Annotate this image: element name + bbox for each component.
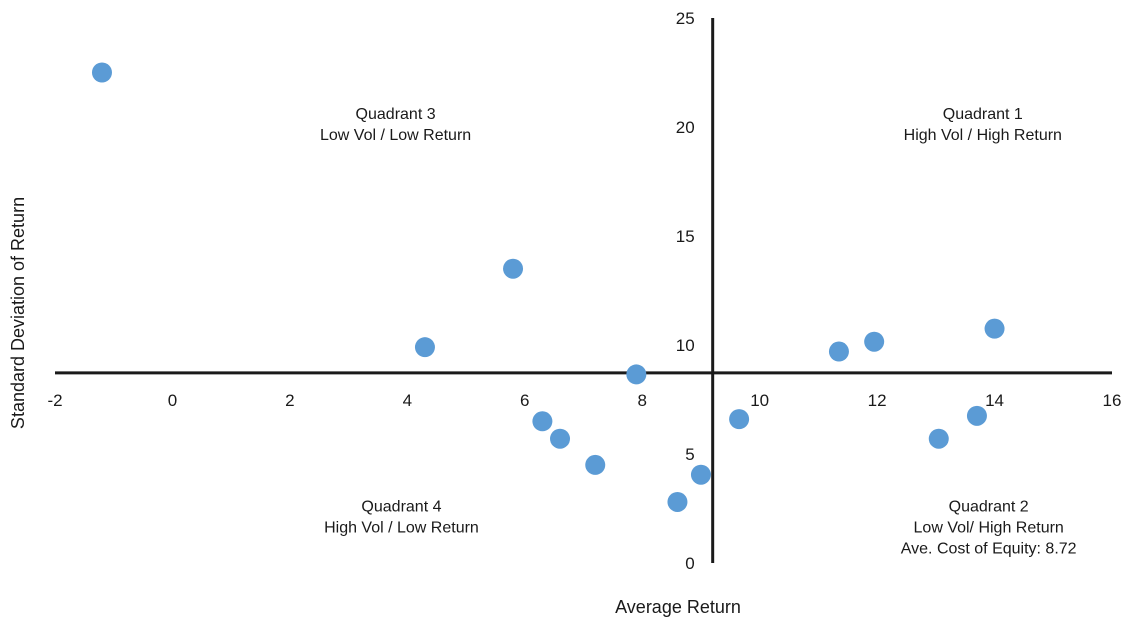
data-point <box>532 411 553 432</box>
y-tick-label: 5 <box>685 445 694 464</box>
x-tick-label: 4 <box>403 391 412 410</box>
data-point <box>928 428 949 449</box>
data-point <box>864 331 885 352</box>
y-axis-title: Standard Deviation of Return <box>8 197 28 429</box>
quadrant-label: Quadrant 4 High Vol / Low Return <box>324 498 479 536</box>
x-axis-title: Average Return <box>615 597 741 617</box>
data-point <box>828 341 849 362</box>
quadrant-label: Quadrant 2 Low Vol/ High Return Ave. Cost … <box>901 498 1077 557</box>
data-point <box>984 318 1005 339</box>
y-tick-label: 10 <box>676 336 695 355</box>
quadrant-label: Quadrant 1 High Vol / High Return <box>904 106 1062 144</box>
y-tick-label: 15 <box>676 227 695 246</box>
tick-labels: -2 0 2 4 6 8 10 12 14 16 0 5 10 15 20 25 <box>47 9 1121 573</box>
x-tick-label: 16 <box>1103 391 1122 410</box>
data-point <box>729 409 750 430</box>
x-tick-label: 8 <box>637 391 646 410</box>
y-tick-label: 0 <box>685 554 694 573</box>
quadrant-annotations: Quadrant 1 High Vol / High Return Quadrant… <box>320 106 1077 557</box>
data-point <box>414 337 435 358</box>
y-tick-label: 25 <box>676 9 695 28</box>
x-tick-label: -2 <box>47 391 62 410</box>
data-point <box>503 258 524 279</box>
y-tick-label: 20 <box>676 118 695 137</box>
x-tick-label: 2 <box>285 391 294 410</box>
data-point <box>550 428 571 449</box>
quadrant-label: Quadrant 3 Low Vol / Low Return <box>320 106 471 144</box>
x-tick-label: 0 <box>168 391 177 410</box>
axes <box>55 18 1112 563</box>
x-tick-label: 10 <box>750 391 769 410</box>
data-point <box>966 405 987 426</box>
x-tick-label: 14 <box>985 391 1004 410</box>
data-point <box>585 454 606 475</box>
data-points <box>91 62 1005 512</box>
data-point <box>91 62 112 83</box>
data-point <box>626 364 647 385</box>
x-tick-label: 6 <box>520 391 529 410</box>
data-point <box>667 491 688 512</box>
data-point <box>690 464 711 485</box>
x-tick-label: 12 <box>868 391 887 410</box>
